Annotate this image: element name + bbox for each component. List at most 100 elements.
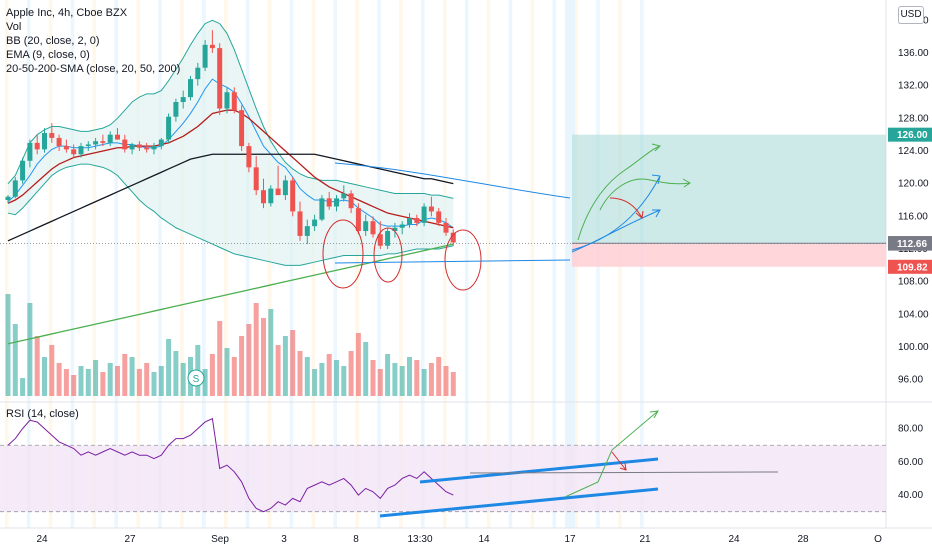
candle-body [78,146,84,155]
rsi-level-line [469,471,779,474]
candle-body [27,142,33,161]
volume-bar [20,378,26,396]
candle-body [115,134,120,140]
time-tick-label: 21 [639,534,651,545]
candle-body [5,196,11,200]
volume-bar [253,303,259,396]
session-stripe [245,0,250,528]
candle-body [275,188,281,196]
time-tick-label: 17 [564,534,576,545]
candle-body [158,139,164,147]
price-tick-label: 104.00 [898,309,929,320]
session-stripe [202,0,206,528]
volume-bar [282,336,288,396]
volume-bar [319,363,325,396]
time-axis: 24 27 Sep 3 8 13:30 14 17 21 24 28 O [36,534,882,545]
volume-bar [326,354,332,396]
bullish-path [599,178,691,211]
candle-body [392,227,398,232]
target-zone [572,134,886,244]
time-tick-label: 8 [353,534,359,545]
candle-body [217,48,223,109]
candle-body [231,92,237,111]
volume-bar [136,369,142,396]
volume-bar [180,363,186,396]
volume-bar [239,336,245,396]
price-tick-label: 128.00 [898,113,929,124]
volume-bar [290,330,296,396]
volume-bar [63,369,69,396]
time-tick-label: O [874,534,882,545]
time-tick-label: 28 [797,534,809,545]
time-tick-label: 24 [36,534,48,545]
volume-bar [304,357,310,396]
circle-annotation [444,229,482,291]
session-stripe [180,0,184,528]
candle-body [319,198,325,220]
price-tick-label: 108.00 [898,277,929,288]
candle-body [56,137,62,147]
candle-body [312,219,318,227]
volume-bar [27,303,33,396]
candle-body [49,133,55,138]
candles [5,30,456,249]
session-stripe [136,0,140,528]
support-line [334,259,571,264]
event-marker-circle [187,369,205,387]
time-tick-label: Sep [211,534,229,545]
bollinger-fill [8,20,454,266]
volume-bar [348,351,354,396]
session-stripe [158,0,162,528]
candle-body [370,221,376,235]
candle-body [166,116,172,140]
volume-bar [209,354,215,396]
volume-bar [56,363,62,396]
session-stripe [267,0,272,528]
candle-body [144,147,150,150]
candle-body [421,206,427,223]
session-stripe [508,0,513,528]
volume-bar [377,369,383,396]
candle-body [414,217,420,223]
volume-bar [436,357,442,396]
price-axis: 140.00136.00132.00128.00124.00120.00116.… [898,15,929,385]
price-tick-label: 116.00 [898,211,928,222]
price-tick-label: 132.00 [898,81,929,92]
volume-bar [173,351,179,396]
price-tag: 109.82 [888,259,932,274]
channel-line [334,162,571,199]
candle-body [224,92,230,109]
candle-body [85,144,91,147]
volume-bar [144,363,150,396]
volume-bar [443,366,449,396]
series-bb-upper [7,19,454,199]
legend-vol: Vol [6,21,22,33]
price-tick-label: 96.00 [898,375,923,386]
volume-bar [450,372,456,396]
volume-bar [202,369,208,396]
candle-body [297,211,303,236]
volume-bar [370,360,376,396]
currency-button[interactable]: USD [898,6,924,24]
rsi-line [7,417,454,513]
volume-bar [115,366,120,396]
session-stripe [464,0,469,528]
volume-bar [71,375,77,396]
rsi-legend: RSI (14, close) [6,408,79,420]
candle-body [100,141,106,143]
legend-symbol: Apple Inc, 4h, Cboe BZX [6,7,128,19]
session-stripe [224,0,228,528]
candle-body [399,224,405,228]
candle-body [341,193,347,199]
time-tick-label: 27 [124,534,136,545]
candle-body [71,149,77,155]
rsi-axis: 80.00 60.00 40.00 [898,424,923,501]
volume-bar [297,351,303,396]
rsi-tick-label: 80.00 [898,424,923,435]
volume-bar [5,294,11,396]
price-tag: 112.66 [888,236,932,251]
candle-body [122,139,128,150]
candle-body [304,226,310,236]
stop-zone [572,243,886,267]
